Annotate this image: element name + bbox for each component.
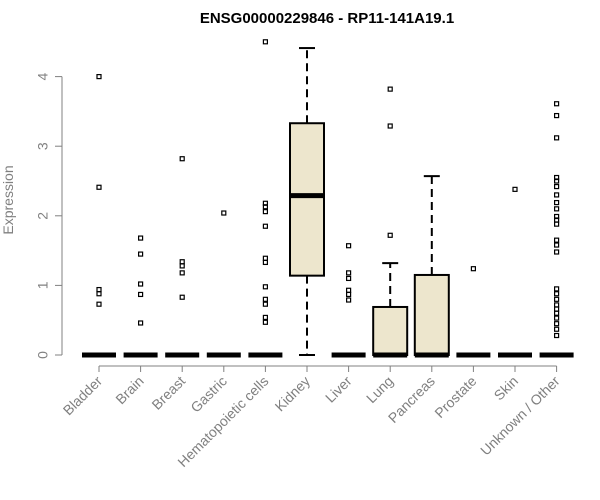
x-tick-label: Lung — [363, 373, 396, 406]
outlier-point — [553, 237, 560, 243]
outlier-point — [138, 320, 144, 326]
outlier-point — [262, 209, 268, 215]
box-group — [206, 210, 241, 358]
outlier-point — [179, 263, 185, 269]
outlier-point — [96, 301, 102, 307]
y-tick-label: 3 — [35, 142, 51, 150]
outlier-point — [346, 297, 352, 303]
outlier-point — [262, 255, 268, 261]
outlier-point — [553, 296, 560, 302]
box — [289, 122, 325, 277]
outlier-point — [553, 183, 560, 190]
outlier-point — [96, 73, 102, 80]
outlier-point — [346, 275, 352, 282]
outlier-point — [346, 243, 352, 249]
box-group — [331, 243, 366, 358]
outlier-point — [553, 135, 560, 141]
outlier-point — [553, 242, 560, 248]
box-group — [413, 175, 450, 358]
outlier-point — [262, 301, 268, 307]
outlier-point — [179, 156, 185, 162]
outlier-point — [553, 206, 560, 212]
outlier-point — [553, 306, 560, 312]
box — [372, 305, 409, 357]
outlier-point — [553, 286, 560, 292]
outlier-point — [553, 101, 560, 107]
outlier-point — [96, 184, 102, 190]
box-group — [456, 266, 491, 358]
x-tick-label: Prostate — [431, 373, 479, 421]
box-group — [123, 235, 158, 358]
outlier-point — [262, 314, 268, 321]
outlier-point — [387, 86, 393, 92]
box-group — [498, 186, 532, 358]
x-tick-label: Breast — [148, 373, 188, 413]
outlier-point — [138, 291, 144, 298]
outlier-point — [553, 291, 560, 297]
box-group — [539, 101, 574, 358]
outlier-point — [553, 332, 560, 339]
outlier-point — [553, 310, 560, 316]
box-group — [165, 156, 200, 358]
box — [413, 273, 450, 356]
outlier-point — [262, 296, 268, 302]
plot-area — [82, 39, 574, 358]
outlier-point — [553, 213, 560, 220]
x-tick-label: Brain — [112, 373, 146, 407]
outlier-point — [262, 39, 268, 45]
outlier-point — [262, 319, 268, 325]
y-axis: 0 1 2 3 4 — [35, 72, 63, 359]
y-tick-label: 2 — [35, 212, 51, 220]
outlier-point — [346, 270, 352, 276]
box-group — [82, 73, 116, 358]
y-axis-label: Expression — [0, 165, 16, 234]
outlier-point — [262, 200, 268, 206]
outlier-point — [262, 284, 268, 290]
outlier-point — [138, 251, 144, 257]
box-group — [372, 86, 409, 358]
outlier-point — [96, 291, 102, 297]
outlier-point — [470, 266, 476, 272]
x-tick-label: Kidney — [272, 373, 314, 415]
outlier-point — [553, 249, 560, 255]
box-group — [289, 47, 325, 356]
outlier-point — [179, 294, 185, 300]
outlier-point — [387, 123, 393, 129]
box-group — [248, 39, 283, 358]
outlier-point — [96, 286, 102, 293]
chart-title: ENSG00000229846 - RP11-141A19.1 — [200, 10, 454, 27]
y-tick-label: 0 — [35, 351, 51, 359]
outlier-point — [138, 235, 144, 241]
outlier-point — [553, 302, 560, 308]
outlier-point — [221, 210, 227, 216]
x-tick-label: Unknown / Other — [477, 373, 563, 459]
outlier-point — [138, 281, 144, 287]
outlier-point — [553, 221, 560, 227]
y-tick-label: 4 — [35, 72, 51, 80]
outlier-point — [553, 192, 560, 198]
outlier-point — [346, 287, 352, 293]
outlier-point — [553, 174, 560, 181]
outlier-point — [262, 259, 268, 266]
outlier-point — [346, 291, 352, 298]
outlier-point — [387, 232, 393, 238]
outlier-point — [553, 321, 560, 327]
outlier-point — [179, 270, 185, 276]
outlier-point — [553, 326, 560, 332]
outlier-point — [553, 315, 560, 321]
outlier-point — [553, 112, 560, 119]
x-tick-label: Liver — [322, 373, 355, 406]
outlier-point — [512, 186, 518, 192]
x-tick-label: Bladder — [60, 373, 106, 419]
outlier-point — [179, 259, 185, 265]
outlier-point — [553, 199, 560, 206]
outlier-point — [262, 223, 268, 229]
x-tick-label: Skin — [491, 373, 522, 404]
y-tick-label: 1 — [35, 281, 51, 289]
